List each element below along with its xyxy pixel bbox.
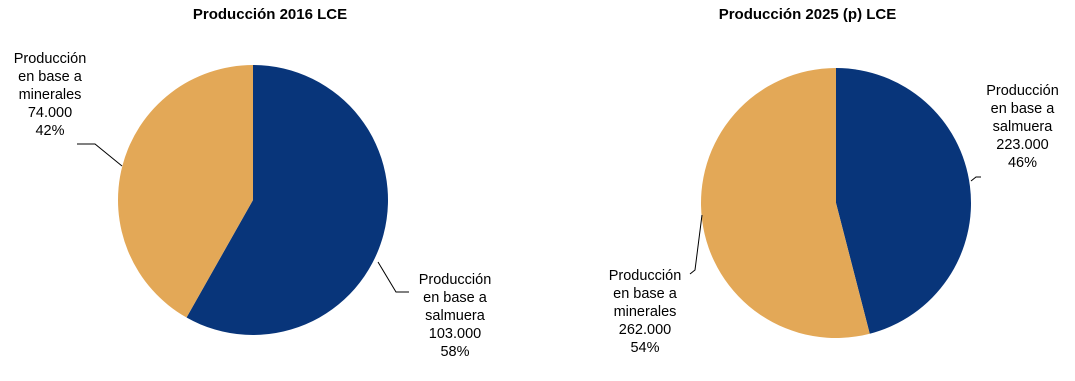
pie-slice-salmuera [836,68,971,334]
slice-value: 262.000 [618,322,672,338]
label-line: en base a [613,286,677,302]
label-line: Producción [986,83,1059,99]
label-line: Producción [418,272,492,288]
slice-value: 103.000 [428,326,482,342]
pie-chart-2025: Producción 2025 (p) LCE Producción en ba… [540,0,1075,381]
pie-slice-minerales [700,68,870,339]
label-line: minerales [18,87,82,103]
label-line: Producción [13,51,87,67]
slice-label-salmuera: Producción en base a salmuera 223.000 46… [970,82,1075,172]
label-line: en base a [990,101,1055,117]
slice-label-salmuera: Producción en base a salmuera 103.000 58… [395,271,515,361]
pie-svg [77,65,409,336]
label-line: salmuera [425,308,485,324]
pie-chart-2016: Producción 2016 LCE Producción en base a… [0,6,515,361]
pie-slice-salmuera [186,65,389,336]
chart-title: Producción 2016 LCE [192,6,348,23]
slice-percent: 54% [630,340,660,356]
leader-line-minerales [77,143,123,167]
slice-percent: 46% [1007,155,1038,171]
slice-percent: 58% [440,344,470,360]
label-line: en base a [423,290,487,306]
leader-line-salmuera [970,176,981,182]
leader-line-minerales [689,214,703,275]
chart-title: Producción 2025 (p) LCE [718,6,897,23]
pie-slice-minerales [118,65,253,318]
slice-percent: 42% [35,123,65,139]
slice-label-minerales: Producción en base a minerales 74.000 42… [0,50,100,140]
label-line: en base a [18,69,82,85]
label-line: salmuera [992,119,1053,135]
slice-value: 223.000 [996,137,1049,153]
label-line: Producción [608,268,682,284]
slice-label-minerales: Producción en base a minerales 262.000 5… [590,267,700,357]
slice-value: 74.000 [27,105,73,121]
pie-svg [689,68,981,339]
leader-line-salmuera [377,261,409,293]
label-line: minerales [613,304,677,320]
